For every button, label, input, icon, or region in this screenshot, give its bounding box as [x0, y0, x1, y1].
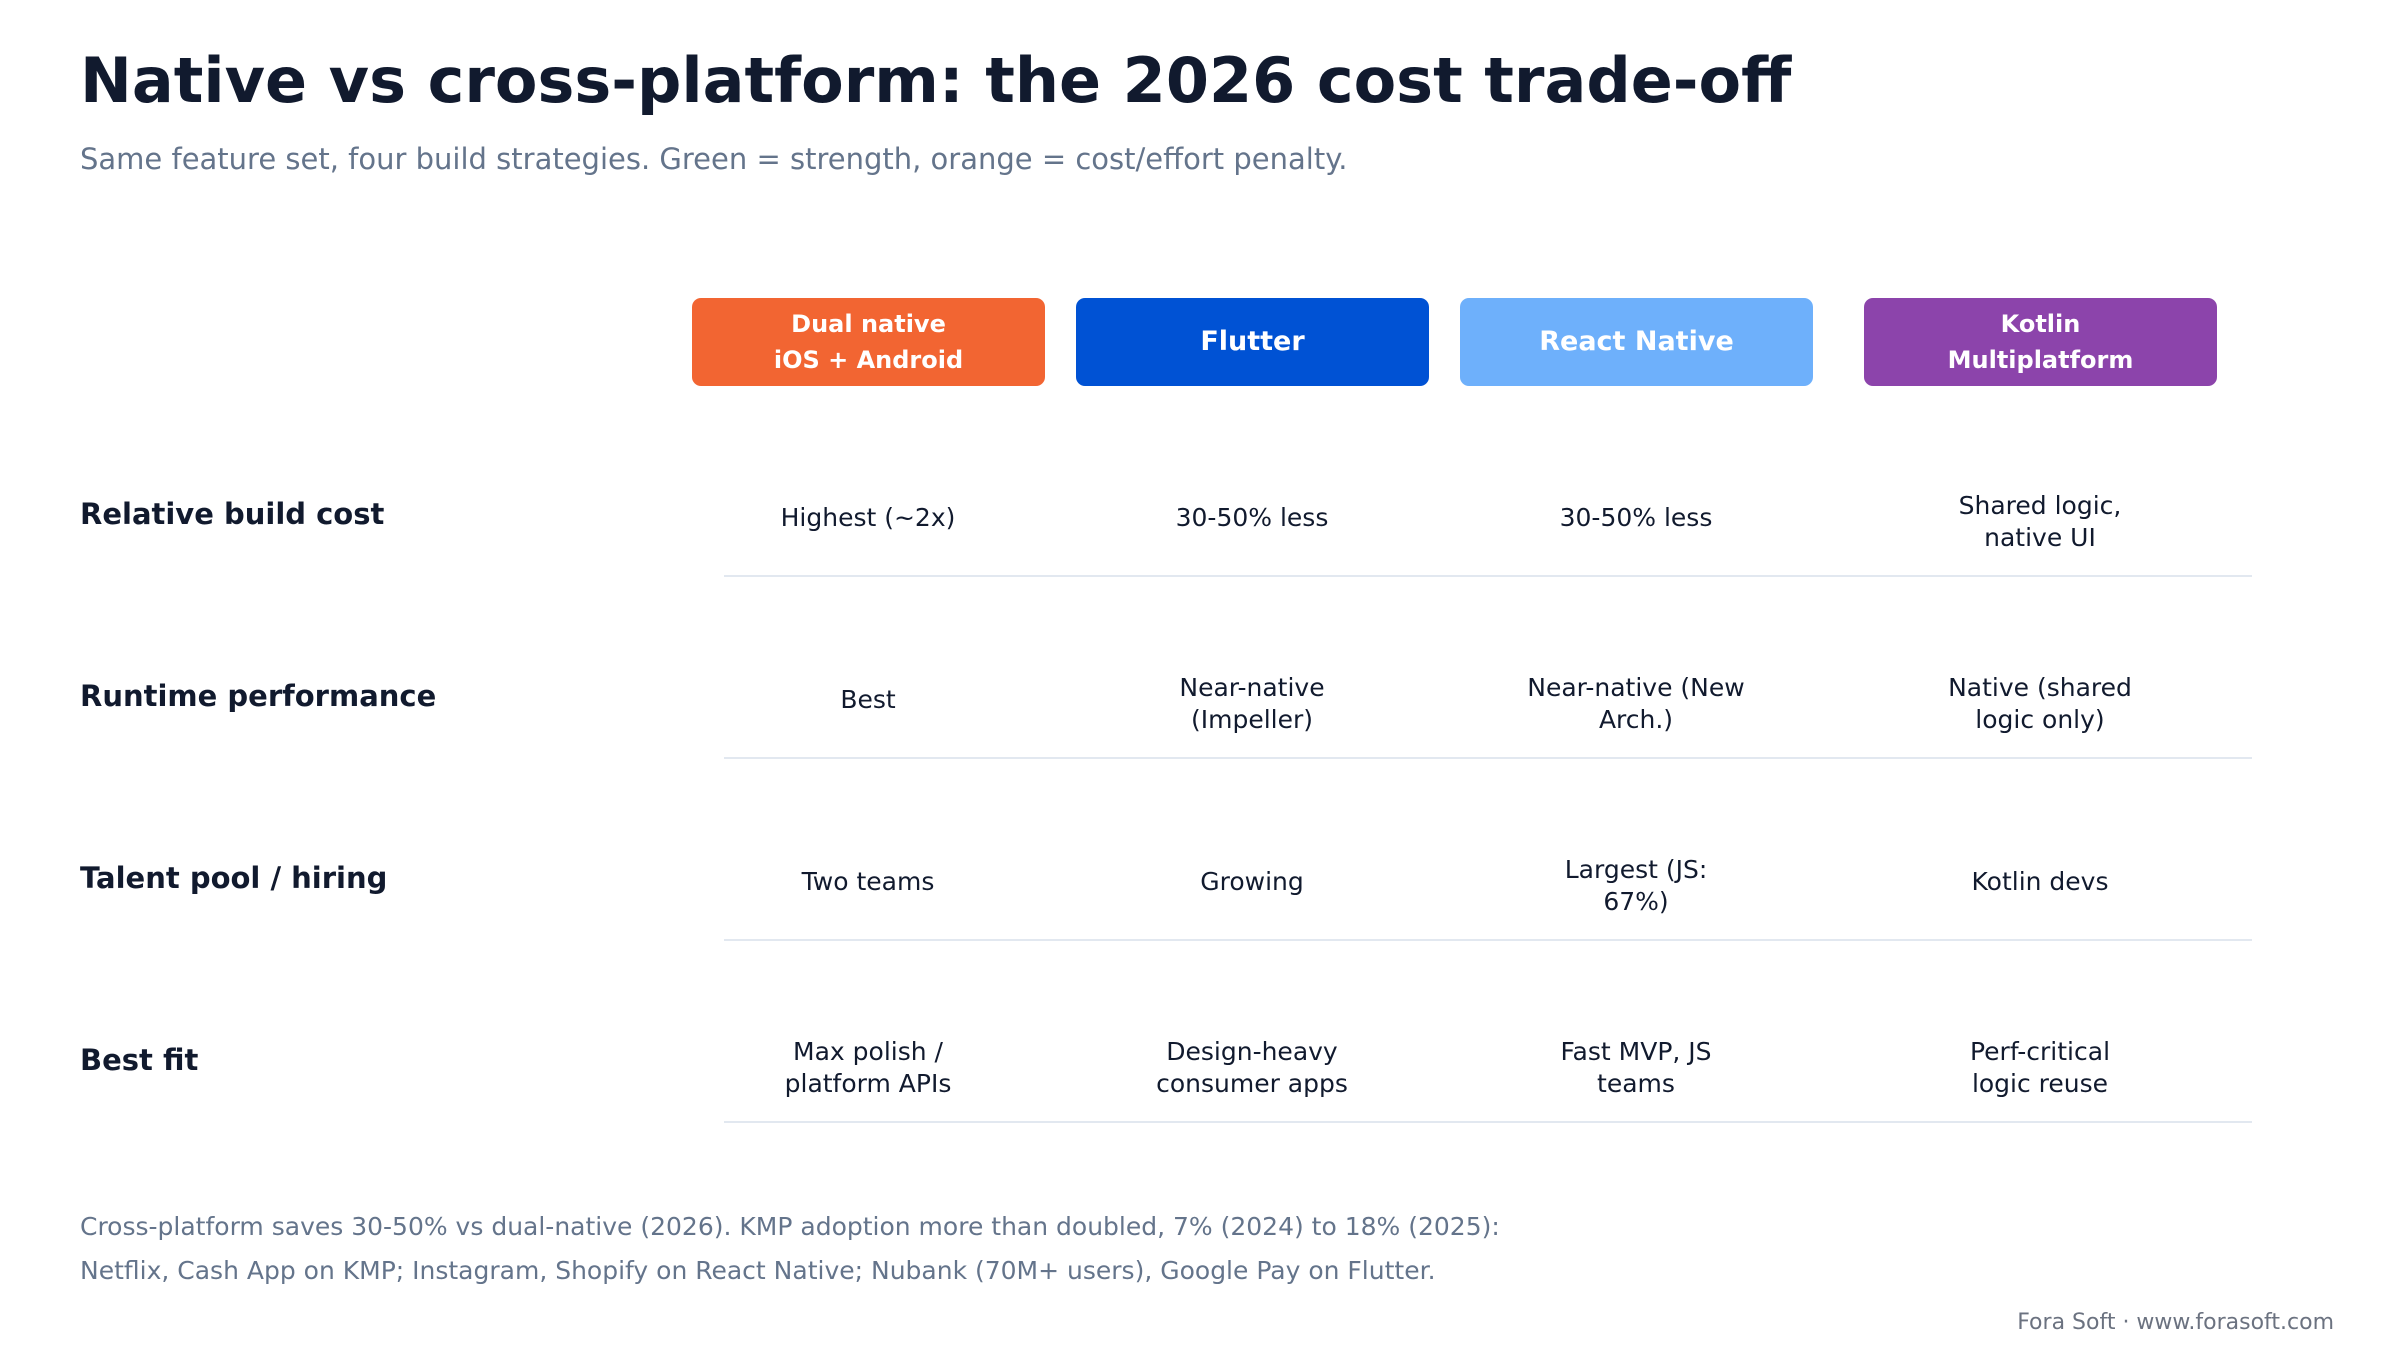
table-cell: Near-native (New Arch.) — [1527, 673, 1745, 734]
footnote-line: Netflix, Cash App on KMP; Instagram, Sho… — [80, 1256, 1436, 1285]
column-header-label: Dual native iOS + Android — [773, 310, 964, 374]
table-cell: Fast MVP, JS teams — [1560, 1037, 1712, 1098]
footnote-line: Cross-platform saves 30-50% vs dual-nati… — [80, 1212, 1500, 1241]
column-header-label: React Native — [1539, 326, 1734, 357]
row-label-build-cost: Relative build cost — [80, 497, 385, 531]
row-divider — [724, 575, 2252, 577]
row-label-talent-pool: Talent pool / hiring — [80, 861, 388, 895]
table-cell: Growing — [1200, 867, 1304, 896]
table-cell: Design-heavy consumer apps — [1156, 1037, 1348, 1098]
table-cell: Best — [840, 685, 896, 714]
column-header-react-native: React Native — [1460, 298, 1813, 386]
column-header-label: Flutter — [1200, 326, 1305, 357]
table-cell: 30-50% less — [1175, 503, 1329, 532]
table-cell: Kotlin devs — [1971, 867, 2109, 896]
row-label-best-fit: Best fit — [80, 1043, 199, 1077]
table-cell: Native (shared logic only) — [1948, 673, 2132, 734]
table-cell: Largest (JS: 67%) — [1564, 855, 1708, 916]
table-cell: 30-50% less — [1559, 503, 1713, 532]
row-divider — [724, 757, 2252, 759]
page-title: Native vs cross-platform: the 2026 cost … — [80, 44, 1792, 117]
column-header-dual-native: Dual native iOS + Android — [692, 298, 1045, 386]
page-subtitle: Same feature set, four build strategies.… — [80, 142, 1348, 176]
column-header-label: Kotlin Multiplatform — [1947, 310, 2134, 374]
row-divider — [724, 1121, 2252, 1123]
column-header-flutter: Flutter — [1076, 298, 1429, 386]
row-label-runtime-performance: Runtime performance — [80, 679, 437, 713]
source-credit: Fora Soft · www.forasoft.com — [2017, 1310, 2334, 1335]
table-cell: Perf-critical logic reuse — [1969, 1037, 2111, 1098]
row-divider — [724, 939, 2252, 941]
table-cell: Two teams — [801, 867, 935, 896]
table-cell: Highest (~2x) — [780, 503, 956, 532]
table-cell: Near-native (Impeller) — [1179, 673, 1325, 734]
table-cell: Shared logic, native UI — [1958, 491, 2122, 552]
column-header-kotlin-multiplatform: Kotlin Multiplatform — [1864, 298, 2217, 386]
table-cell: Max polish / platform APIs — [784, 1037, 952, 1098]
